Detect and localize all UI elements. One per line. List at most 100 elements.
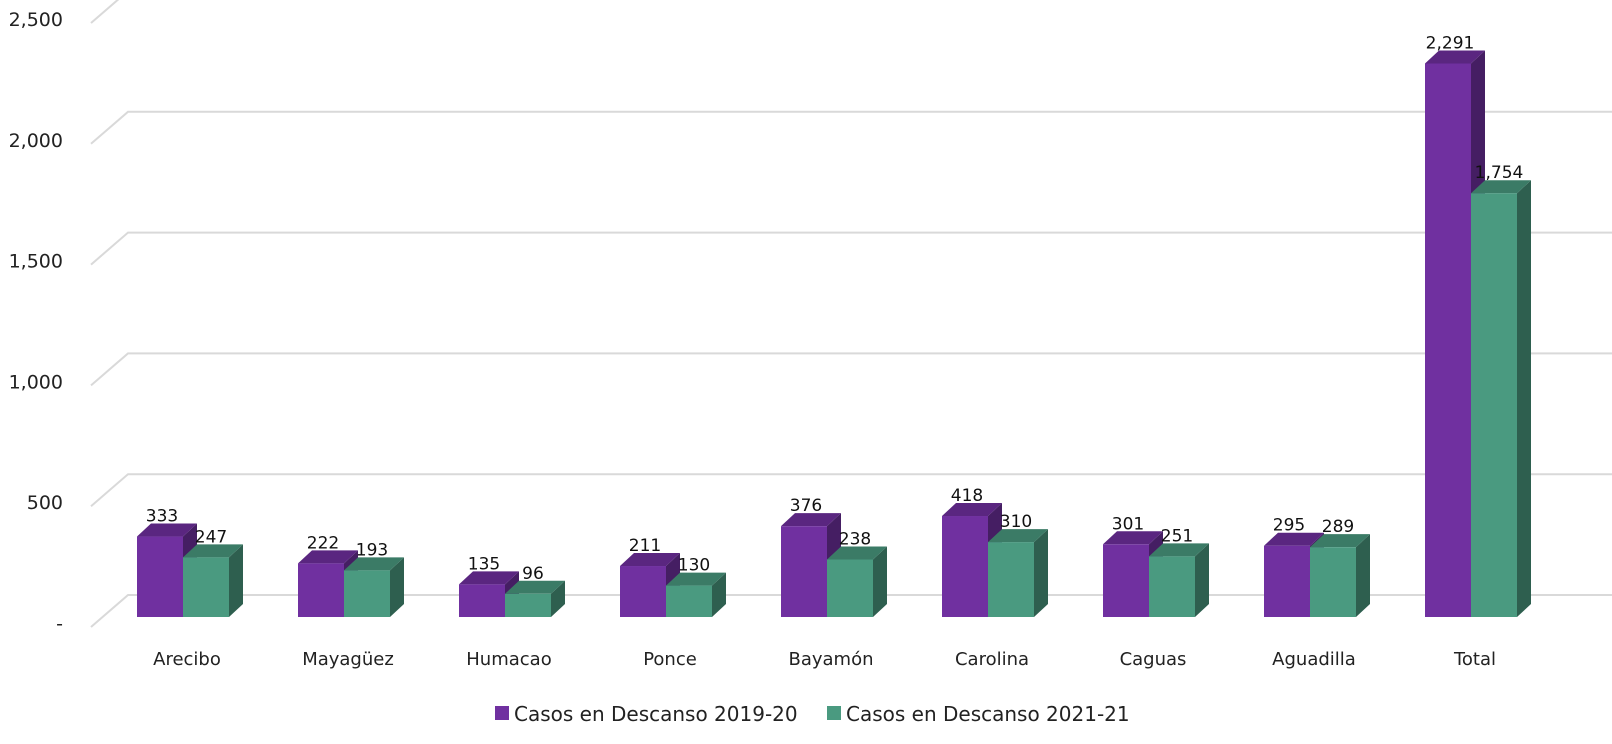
x-tick-label: Mayagüez (302, 649, 394, 670)
data-label: 1,754 (1475, 163, 1524, 183)
bar-front (344, 570, 390, 617)
bar-series-1 (298, 550, 358, 617)
data-label: 295 (1273, 516, 1305, 536)
bar-front (620, 566, 666, 617)
bar-series-2 (827, 546, 887, 617)
gridline (90, 110, 1612, 145)
bar-top (344, 557, 404, 571)
legend-label: Casos en Descanso 2021-21 (846, 702, 1130, 726)
bar-top (505, 580, 565, 594)
bar-series-2 (344, 557, 404, 617)
bar-series-2 (1310, 534, 1370, 617)
x-tick-label: Arecibo (153, 649, 221, 670)
bar-series-2 (1471, 180, 1531, 618)
y-tick-label: 2,000 (9, 130, 63, 152)
data-label: 301 (1112, 514, 1144, 534)
data-label: 251 (1161, 526, 1193, 546)
data-label: 2,291 (1426, 33, 1475, 53)
bar-top (459, 571, 519, 585)
legend-swatch (495, 706, 509, 720)
data-label: 289 (1322, 517, 1354, 537)
bar-top (942, 503, 1002, 517)
bar-side (712, 572, 726, 617)
bar-side (1195, 543, 1209, 617)
data-label: 130 (678, 556, 710, 576)
bar-side (1517, 180, 1531, 618)
bar-top (183, 544, 243, 558)
gridline (90, 352, 1612, 387)
y-tick-label: 1,500 (9, 251, 63, 273)
bar-front (1103, 544, 1149, 617)
bar-side (1034, 529, 1048, 617)
bar-top (827, 546, 887, 560)
bar-top (298, 550, 358, 564)
gridline (90, 0, 120, 24)
x-tick-label: Caguas (1120, 649, 1187, 670)
bar-front (1425, 63, 1471, 618)
data-label: 222 (307, 533, 339, 553)
bar-side (873, 546, 887, 617)
bar-series-1 (942, 503, 1002, 617)
bar-front (137, 536, 183, 617)
data-label: 193 (356, 540, 388, 560)
bar-top (666, 572, 726, 586)
bar-top (1471, 180, 1531, 194)
bar-top (1149, 543, 1209, 557)
bar-front (298, 563, 344, 617)
data-label: 333 (146, 507, 178, 527)
y-tick-label: - (56, 613, 63, 635)
x-tick-label: Carolina (955, 649, 1029, 670)
x-tick-label: Bayamón (788, 649, 873, 670)
bar-side (229, 544, 243, 617)
legend: Casos en Descanso 2019-20 Casos en Descan… (495, 702, 1130, 726)
gridline (90, 231, 1612, 266)
data-label: 376 (790, 496, 822, 516)
bar-top (620, 553, 680, 567)
bar-top (1425, 50, 1485, 64)
bar-top (988, 529, 1048, 543)
bar-series-2 (183, 544, 243, 617)
data-label: 96 (522, 564, 544, 584)
data-label: 135 (468, 554, 500, 574)
bar-top (137, 523, 197, 537)
y-tick-label: 500 (27, 492, 63, 514)
bar-front (1149, 556, 1195, 617)
bar-side (551, 580, 565, 617)
bar-top (1264, 532, 1324, 546)
bar-front (827, 559, 873, 617)
legend-item: Casos en Descanso 2019-20 (495, 702, 798, 726)
y-tick-label: 1,000 (9, 371, 63, 393)
bar-front (1310, 547, 1356, 617)
legend-label: Casos en Descanso 2019-20 (514, 702, 798, 726)
bar-top (1103, 531, 1163, 545)
bar-series-2 (988, 529, 1048, 617)
x-tick-label: Humacao (466, 649, 551, 670)
bar-front (988, 542, 1034, 617)
x-tick-label: Total (1453, 649, 1496, 670)
bar-side (390, 557, 404, 617)
bar-front (505, 593, 551, 617)
bar-front (666, 585, 712, 617)
bar-series-2 (1149, 543, 1209, 617)
x-tick-label: Ponce (643, 649, 697, 670)
bar-front (183, 557, 229, 617)
data-label: 211 (629, 536, 661, 556)
bar-front (942, 516, 988, 617)
data-label: 418 (951, 486, 983, 506)
bar-series-2 (505, 580, 565, 617)
data-label: 238 (839, 529, 871, 549)
data-label: 247 (195, 527, 227, 547)
bar-front (459, 584, 505, 617)
x-tick-label: Aguadilla (1272, 649, 1356, 670)
bar-top (781, 513, 841, 527)
bar-front (1264, 545, 1310, 617)
bar-series-2 (666, 572, 726, 617)
bar-front (1471, 193, 1517, 618)
bar-side (1356, 534, 1370, 617)
bar-top (1310, 534, 1370, 548)
y-tick-label: 2,500 (9, 9, 63, 31)
data-label: 310 (1000, 512, 1032, 532)
legend-swatch (827, 706, 841, 720)
